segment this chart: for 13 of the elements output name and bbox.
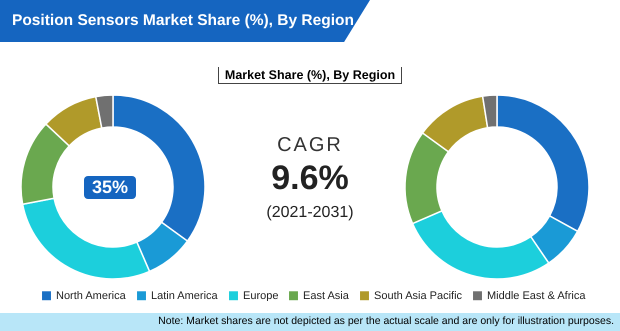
text: 35%: [84, 176, 136, 199]
legend-label: South Asia Pacific: [374, 290, 463, 302]
text: CAGR: [276, 134, 344, 157]
chart-title: Position Sensors Market Share (%), By Region: [0, 0, 370, 42]
legend-label: East Asia: [303, 290, 350, 302]
legend-label: Latin America: [151, 290, 219, 302]
text: 9.6%: [270, 159, 350, 198]
legend-label: North America: [56, 290, 127, 302]
chart-subtitle: Market Share (%), By Region: [218, 67, 402, 84]
legend-label: Middle East & Africa: [487, 290, 586, 302]
legend-label: Europe: [243, 290, 278, 302]
text: (2021-2031): [265, 204, 355, 222]
text: Note: Market shares are not depicted as per the actual scale and are only for illustration purposes.: [158, 315, 614, 327]
